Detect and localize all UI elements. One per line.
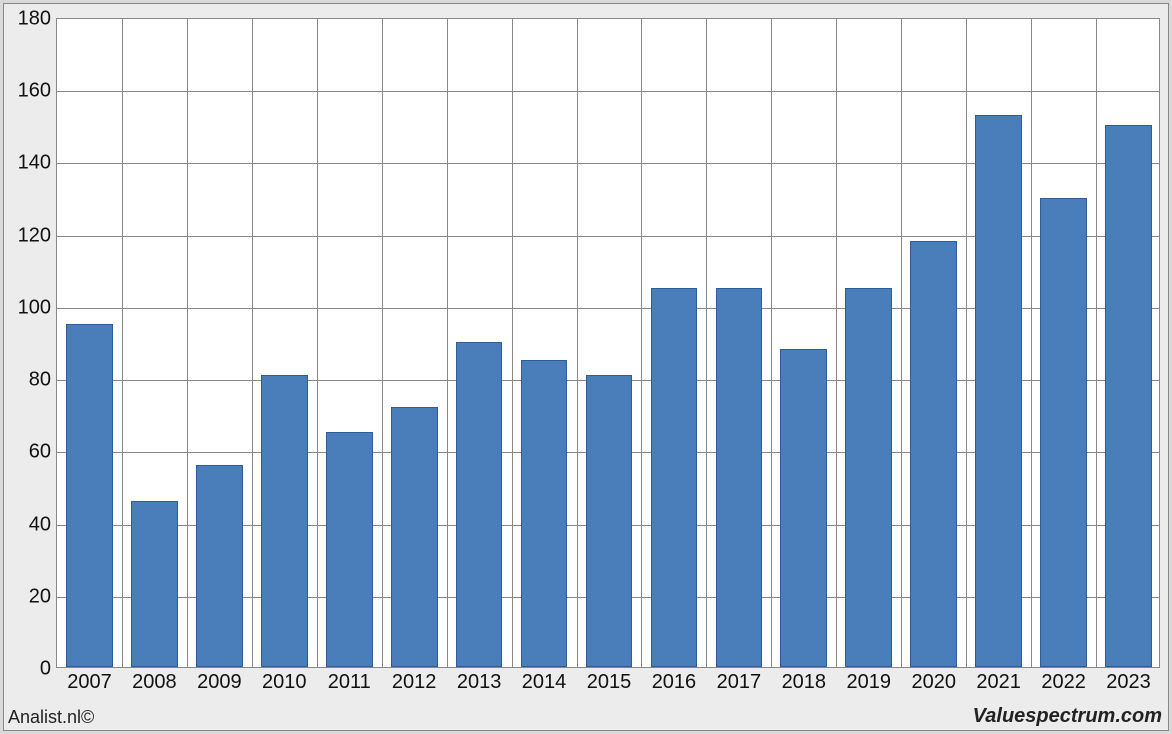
gridline-vertical	[447, 19, 448, 667]
bar	[975, 115, 1022, 668]
bar	[651, 288, 698, 667]
y-axis-tick-label: 160	[18, 80, 51, 103]
gridline-vertical	[966, 19, 967, 667]
gridline-vertical	[901, 19, 902, 667]
gridline-vertical	[317, 19, 318, 667]
bar	[1040, 198, 1087, 667]
bar	[910, 241, 957, 667]
y-axis-tick-label: 60	[29, 441, 51, 464]
x-axis-tick-label: 2014	[522, 671, 567, 694]
x-axis-tick-label: 2015	[587, 671, 632, 694]
y-axis-tick-label: 20	[29, 585, 51, 608]
y-axis-tick-label: 100	[18, 296, 51, 319]
gridline-vertical	[577, 19, 578, 667]
bar	[131, 501, 178, 667]
gridline-vertical	[122, 19, 123, 667]
gridline-vertical	[382, 19, 383, 667]
gridline-horizontal	[57, 91, 1159, 92]
bar	[586, 375, 633, 668]
bar	[780, 349, 827, 667]
x-axis-tick-label: 2012	[392, 671, 437, 694]
gridline-vertical	[836, 19, 837, 667]
chart-frame: 0 20 40 60 80 100 120 140 160 180 2007 2008 2009 2010…	[3, 3, 1169, 731]
gridline-vertical	[252, 19, 253, 667]
bar	[261, 375, 308, 668]
footer-left-credit: Analist.nl©	[8, 707, 94, 728]
x-axis-tick-label: 2011	[328, 671, 371, 694]
y-axis-tick-label: 120	[18, 224, 51, 247]
gridline-vertical	[706, 19, 707, 667]
plot-area: 0204060801001201401601802007200820092010…	[56, 18, 1160, 668]
bar	[326, 432, 373, 667]
footer-right-credit: Valuespectrum.com	[973, 705, 1162, 728]
gridline-vertical	[771, 19, 772, 667]
gridline-vertical	[1096, 19, 1097, 667]
x-axis-tick-label: 2018	[782, 671, 827, 694]
y-axis-tick-label: 40	[29, 513, 51, 536]
x-axis-tick-label: 2019	[847, 671, 892, 694]
x-axis-tick-label: 2017	[717, 671, 762, 694]
bar	[66, 324, 113, 667]
x-axis-tick-label: 2021	[976, 671, 1021, 694]
gridline-vertical	[1031, 19, 1032, 667]
x-axis-tick-label: 2023	[1106, 671, 1151, 694]
x-axis-tick-label: 2007	[67, 671, 112, 694]
y-axis-tick-label: 140	[18, 152, 51, 175]
gridline-vertical	[187, 19, 188, 667]
x-axis-tick-label: 2020	[911, 671, 956, 694]
x-axis-tick-label: 2022	[1041, 671, 1086, 694]
x-axis-tick-label: 2009	[197, 671, 242, 694]
bar	[391, 407, 438, 667]
bar	[716, 288, 763, 667]
bar	[521, 360, 568, 667]
bar	[456, 342, 503, 667]
x-axis-tick-label: 2016	[652, 671, 697, 694]
x-axis-tick-label: 2013	[457, 671, 502, 694]
y-axis-tick-label: 180	[18, 8, 51, 31]
bar	[196, 465, 243, 667]
gridline-vertical	[512, 19, 513, 667]
x-axis-tick-label: 2010	[262, 671, 307, 694]
bar	[1105, 125, 1152, 667]
gridline-vertical	[641, 19, 642, 667]
bar	[845, 288, 892, 667]
y-axis-tick-label: 80	[29, 369, 51, 392]
x-axis-tick-label: 2008	[132, 671, 177, 694]
y-axis-tick-label: 0	[40, 658, 51, 681]
